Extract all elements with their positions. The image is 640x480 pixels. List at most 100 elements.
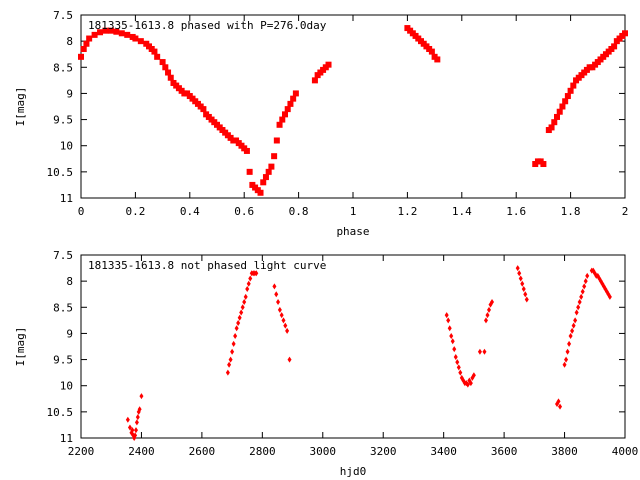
data-point xyxy=(428,48,435,55)
x-tick-label: 4000 xyxy=(612,445,639,458)
x-tick-label: 2400 xyxy=(128,445,155,458)
data-point xyxy=(520,280,525,287)
data-point xyxy=(200,106,207,113)
data-point xyxy=(284,106,291,113)
x-tick-label: 0.2 xyxy=(125,205,145,218)
data-point xyxy=(276,121,283,128)
data-point xyxy=(242,299,247,306)
data-point xyxy=(113,28,120,35)
data-point xyxy=(236,319,241,326)
x-axis-ticks: 0 0.2 0.4 0.6 0.8 1 1.2 1.4 1.6 1.8 2 xyxy=(78,15,628,218)
data-point xyxy=(611,43,618,50)
data-point xyxy=(468,380,473,387)
data-point xyxy=(585,272,590,279)
data-point xyxy=(139,393,144,400)
data-point xyxy=(245,285,250,292)
x-tick-label: 1.2 xyxy=(397,205,417,218)
data-point xyxy=(482,348,487,355)
data-point xyxy=(162,64,169,71)
y-tick-label: 9.5 xyxy=(53,354,73,367)
data-point xyxy=(285,327,290,334)
data-point xyxy=(231,340,236,347)
x-tick-label: 0.8 xyxy=(289,205,309,218)
y-tick-label: 10 xyxy=(60,380,73,393)
data-point xyxy=(281,317,286,324)
data-point xyxy=(282,111,288,118)
data-point xyxy=(518,275,523,282)
data-point xyxy=(273,137,280,144)
data-point xyxy=(272,283,277,290)
data-point xyxy=(124,31,131,38)
data-point xyxy=(248,275,253,282)
data-point xyxy=(568,333,573,340)
data-point xyxy=(556,108,563,115)
x-tick-label: 2800 xyxy=(249,445,276,458)
data-point xyxy=(447,325,452,332)
data-point xyxy=(268,163,275,170)
data-point xyxy=(246,168,253,175)
data-point xyxy=(254,270,259,277)
data-point xyxy=(311,77,318,84)
data-point xyxy=(554,113,560,120)
data-point xyxy=(477,348,482,355)
x-tick-label: 3600 xyxy=(491,445,518,458)
data-point xyxy=(243,147,250,154)
data-point xyxy=(227,361,232,368)
data-point xyxy=(165,69,172,76)
data-point xyxy=(78,53,84,60)
data-point xyxy=(562,361,567,368)
data-point xyxy=(276,299,281,306)
y-tick-label: 7.5 xyxy=(53,9,73,22)
data-point xyxy=(523,291,528,298)
chart-title: 181335-1613.8 not phased light curve xyxy=(88,259,326,272)
data-points xyxy=(125,265,612,441)
data-point xyxy=(556,398,561,405)
y-tick-label: 8 xyxy=(66,275,73,288)
data-point xyxy=(576,304,581,311)
data-point xyxy=(83,40,90,47)
data-point xyxy=(487,306,491,313)
data-point xyxy=(167,74,174,81)
data-point xyxy=(237,314,242,321)
data-point xyxy=(233,333,238,340)
data-point xyxy=(265,168,272,175)
x-tick-label: 3400 xyxy=(430,445,457,458)
data-point xyxy=(567,87,574,94)
x-tick-label: 3200 xyxy=(370,445,397,458)
unphased-light-curve-panel: 2200 2400 2600 2800 3000 3200 3400 3600 3800 4000… xyxy=(14,249,638,478)
x-tick-label: 1 xyxy=(350,205,357,218)
data-point xyxy=(277,306,282,313)
data-point xyxy=(456,364,461,371)
x-axis-ticks: 2200 2400 2600 2800 3000 3200 3400 3600 3800 4000 xyxy=(68,255,639,458)
chart-title: 181335-1613.8 phased with P=276.0day xyxy=(88,19,327,32)
y-tick-label: 8 xyxy=(66,35,73,48)
y-tick-label: 11 xyxy=(60,432,73,445)
data-point xyxy=(577,299,582,306)
data-point xyxy=(607,293,612,300)
data-point xyxy=(135,414,140,421)
y-axis-ticks: 7.5 8 8.5 9 9.5 10 10.5 11 xyxy=(47,9,625,205)
data-point xyxy=(234,325,239,332)
x-tick-label: 1.4 xyxy=(452,205,472,218)
y-tick-label: 8.5 xyxy=(53,61,73,74)
data-point xyxy=(287,356,292,363)
data-point xyxy=(517,270,522,277)
x-tick-label: 0.4 xyxy=(180,205,200,218)
data-point xyxy=(271,153,278,160)
x-axis-label: hjd0 xyxy=(340,465,367,478)
data-point xyxy=(86,35,93,42)
data-point xyxy=(287,100,294,107)
x-tick-label: 1.6 xyxy=(506,205,526,218)
y-tick-label: 10 xyxy=(60,140,73,153)
data-point xyxy=(257,189,264,196)
data-point xyxy=(434,56,441,63)
data-point xyxy=(130,427,135,434)
data-point xyxy=(564,356,569,363)
data-point xyxy=(583,278,588,285)
data-point xyxy=(274,291,279,298)
data-point xyxy=(570,327,575,334)
data-point xyxy=(571,322,576,329)
data-point xyxy=(97,29,104,36)
